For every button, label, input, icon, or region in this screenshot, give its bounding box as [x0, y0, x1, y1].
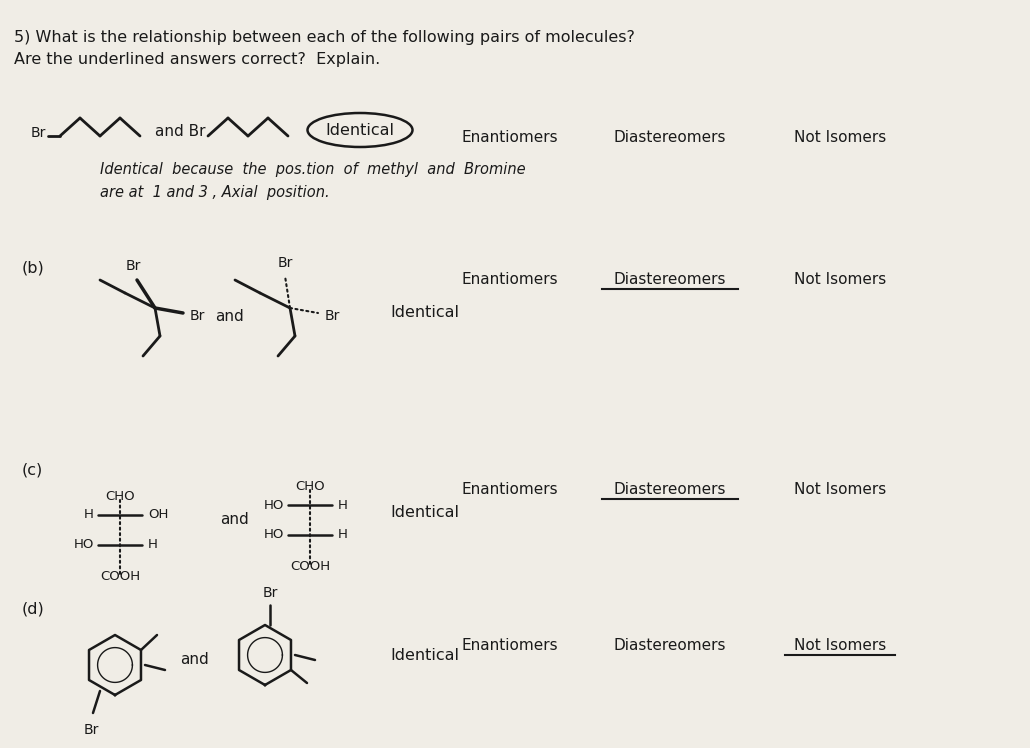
Text: Enantiomers: Enantiomers	[461, 482, 558, 497]
Text: Not Isomers: Not Isomers	[794, 272, 886, 287]
Text: HO: HO	[264, 498, 284, 512]
Text: 5) What is the relationship between each of the following pairs of molecules?: 5) What is the relationship between each…	[14, 30, 634, 45]
Text: Br: Br	[325, 309, 340, 323]
Text: (c): (c)	[22, 462, 43, 477]
Text: OH: OH	[148, 509, 168, 521]
Text: COOH: COOH	[289, 560, 330, 573]
Text: and: and	[180, 652, 209, 667]
Text: Diastereomers: Diastereomers	[614, 130, 726, 145]
Text: Not Isomers: Not Isomers	[794, 130, 886, 145]
Text: are at  1 and 3 , Axial  position.: are at 1 and 3 , Axial position.	[100, 185, 330, 200]
Text: Identical: Identical	[390, 305, 459, 320]
Text: Identical: Identical	[390, 505, 459, 520]
Text: and: and	[220, 512, 249, 527]
Text: Diastereomers: Diastereomers	[614, 272, 726, 287]
Text: (d): (d)	[22, 602, 44, 617]
Text: HO: HO	[264, 529, 284, 542]
Text: Not Isomers: Not Isomers	[794, 638, 886, 653]
Text: Are the underlined answers correct?  Explain.: Are the underlined answers correct? Expl…	[14, 52, 380, 67]
Text: Br: Br	[263, 586, 278, 600]
Text: H: H	[84, 509, 94, 521]
Text: Br: Br	[83, 723, 99, 737]
Text: and Br: and Br	[154, 123, 206, 138]
Text: CHO: CHO	[105, 490, 135, 503]
Text: H: H	[338, 498, 348, 512]
Text: Identical: Identical	[390, 648, 459, 663]
Text: Br: Br	[277, 256, 293, 270]
Text: Enantiomers: Enantiomers	[461, 272, 558, 287]
Text: HO: HO	[73, 539, 94, 551]
Text: Br: Br	[190, 309, 205, 323]
Text: Diastereomers: Diastereomers	[614, 482, 726, 497]
Text: Not Isomers: Not Isomers	[794, 482, 886, 497]
Text: H: H	[338, 529, 348, 542]
Text: Enantiomers: Enantiomers	[461, 130, 558, 145]
Text: Br: Br	[31, 126, 46, 140]
Text: Enantiomers: Enantiomers	[461, 638, 558, 653]
Text: and: and	[215, 308, 244, 323]
Text: Br: Br	[126, 259, 141, 273]
Text: H: H	[148, 539, 158, 551]
Text: Identical  because  the  pos.tion  of  methyl  and  Bromine: Identical because the pos.tion of methyl…	[100, 162, 525, 177]
Text: CHO: CHO	[296, 480, 324, 493]
Text: COOH: COOH	[100, 570, 140, 583]
Text: Identical: Identical	[325, 123, 394, 138]
Text: (b): (b)	[22, 260, 44, 275]
Text: Diastereomers: Diastereomers	[614, 638, 726, 653]
